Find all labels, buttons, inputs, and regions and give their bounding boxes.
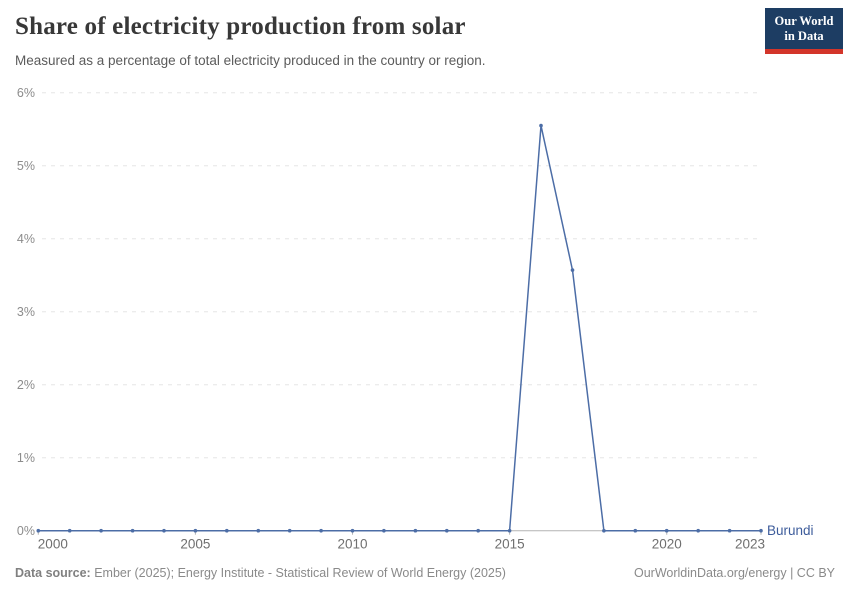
y-axis-tick-label: 0% (17, 524, 35, 538)
chart-subtitle: Measured as a percentage of total electr… (15, 53, 486, 68)
owid-logo-line1: Our World (774, 14, 834, 28)
chart-footer: Data source: Ember (2025); Energy Instit… (15, 566, 835, 580)
x-axis-tick-label: 2005 (180, 537, 210, 552)
y-axis-tick-label: 3% (17, 305, 35, 319)
x-axis-tick-label: 2020 (652, 537, 682, 552)
data-point[interactable] (759, 528, 763, 533)
data-point[interactable] (602, 528, 606, 533)
data-point[interactable] (413, 528, 418, 533)
data-point[interactable] (476, 528, 481, 533)
owid-logo: Our World in Data (765, 8, 843, 54)
y-axis-tick-label: 2% (17, 378, 35, 392)
x-axis-tick-label: 2000 (38, 537, 68, 552)
data-point[interactable] (162, 528, 166, 533)
data-point[interactable] (507, 528, 512, 533)
x-axis-tick-label: 2010 (337, 537, 367, 552)
data-point[interactable] (445, 528, 449, 533)
data-point[interactable] (350, 528, 355, 533)
data-point[interactable] (193, 528, 198, 533)
data-source-label: Data source: (15, 566, 91, 580)
data-point[interactable] (256, 528, 261, 533)
data-point[interactable] (633, 528, 638, 533)
y-axis-tick-label: 6% (17, 86, 35, 100)
data-point[interactable] (319, 528, 323, 533)
data-point[interactable] (36, 528, 41, 533)
y-axis-tick-label: 5% (17, 159, 35, 173)
owid-logo-line2: in Data (784, 29, 824, 43)
y-axis-tick-label: 1% (17, 451, 35, 465)
data-point[interactable] (727, 528, 732, 533)
data-point[interactable] (225, 528, 229, 533)
data-point[interactable] (539, 123, 543, 128)
y-axis-tick-label: 4% (17, 232, 35, 246)
data-point[interactable] (382, 528, 386, 533)
data-source-note: Data source: Ember (2025); Energy Instit… (15, 566, 506, 580)
data-point[interactable] (99, 528, 103, 533)
data-point[interactable] (696, 528, 700, 533)
data-point[interactable] (67, 528, 72, 533)
data-point[interactable] (664, 528, 669, 533)
data-line[interactable] (37, 124, 762, 532)
x-axis-tick-label: 2023 (735, 537, 765, 552)
data-point[interactable] (130, 528, 135, 533)
data-point[interactable] (570, 268, 575, 272)
data-point[interactable] (287, 528, 292, 533)
entity-label[interactable]: Burundi (767, 523, 814, 538)
license-note: OurWorldinData.org/energy | CC BY (633, 566, 835, 580)
x-axis-tick-label: 2015 (495, 537, 525, 552)
data-source-text: Ember (2025); Energy Institute - Statist… (90, 566, 506, 580)
page-title: Share of electricity production from sol… (15, 13, 466, 40)
